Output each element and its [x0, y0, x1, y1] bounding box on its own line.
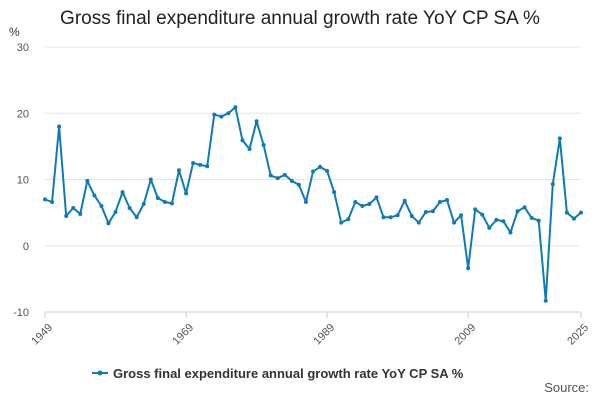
x-tick-label: 1969 [170, 322, 196, 348]
data-point [282, 172, 287, 177]
data-point [162, 200, 167, 205]
data-point [353, 200, 358, 205]
data-point [198, 162, 203, 167]
data-point [169, 201, 174, 206]
data-point [120, 190, 125, 195]
data-point [388, 215, 393, 220]
data-point [113, 209, 118, 214]
y-tick-label: -10 [13, 307, 29, 319]
data-point [219, 114, 224, 119]
data-point [99, 204, 104, 208]
data-point [57, 124, 62, 129]
data-point [409, 213, 414, 218]
data-point [268, 173, 273, 178]
data-point [522, 205, 527, 210]
data-point [43, 197, 47, 202]
data-point [296, 182, 301, 187]
x-tick-label: 2025 [565, 322, 591, 348]
y-tick-label: 0 [23, 241, 29, 253]
data-point [106, 221, 111, 226]
data-point [536, 218, 541, 223]
gridlines [45, 46, 581, 313]
data-point [529, 215, 534, 220]
data-point [332, 190, 337, 195]
y-tick-label: 20 [17, 108, 29, 120]
x-axis: 1949 1969 1989 2009 2025 [29, 311, 591, 348]
data-point [445, 198, 449, 203]
data-point [247, 147, 252, 152]
data-point [374, 195, 379, 200]
legend-label: Gross final expenditure annual growth ra… [113, 366, 464, 381]
data-point [261, 143, 266, 148]
data-point [494, 217, 499, 222]
data-point [459, 213, 464, 218]
data-point [289, 178, 294, 183]
plot-area [43, 105, 583, 303]
data-point [501, 219, 506, 224]
data-point [423, 209, 428, 214]
data-point [275, 176, 280, 181]
data-point [311, 169, 315, 174]
y-axis-unit-label: % [9, 25, 20, 39]
y-axis: -10 0 10 20 30% [9, 25, 29, 319]
data-point [254, 119, 259, 124]
data-point [127, 205, 132, 210]
data-point [508, 230, 513, 235]
data-point [543, 298, 548, 303]
data-point [402, 198, 407, 203]
data-point [571, 216, 576, 221]
data-point [92, 193, 97, 198]
data-point [367, 202, 372, 207]
data-point [381, 215, 386, 220]
data-point [233, 105, 238, 110]
data-point [550, 182, 555, 187]
data-point [480, 212, 485, 217]
data-point [466, 266, 471, 271]
data-point [579, 210, 583, 215]
data-point [141, 202, 146, 207]
data-point [318, 164, 323, 169]
data-point [473, 207, 478, 212]
data-point [557, 136, 562, 141]
x-tick-label: 2009 [452, 322, 478, 348]
data-point [346, 217, 351, 222]
data-point [191, 160, 196, 165]
x-tick-label: 1989 [311, 322, 337, 348]
data-point [71, 205, 76, 210]
data-point [515, 209, 520, 214]
data-point [437, 200, 442, 205]
data-point [452, 220, 457, 225]
source-label[interactable]: Source: [544, 380, 589, 395]
data-point [360, 204, 365, 208]
data-point [148, 177, 153, 182]
data-point [487, 225, 492, 230]
data-point [226, 111, 231, 116]
data-point [50, 200, 55, 205]
data-point [85, 178, 90, 183]
data-point [64, 213, 69, 218]
data-point [395, 213, 400, 218]
series-line [44, 106, 582, 302]
legend-marker-icon [97, 370, 103, 376]
data-point [134, 215, 139, 220]
data-point [303, 200, 308, 205]
data-point [325, 168, 330, 173]
data-point [155, 196, 160, 201]
data-point [240, 138, 245, 143]
data-point [78, 211, 83, 216]
chart-title: Gross final expenditure annual growth ra… [60, 8, 540, 29]
data-point [430, 209, 435, 214]
data-point [205, 164, 210, 169]
y-tick-label: 10 [17, 175, 29, 187]
data-point [339, 220, 344, 225]
x-tick-label: 1949 [29, 322, 55, 348]
data-point [564, 210, 569, 215]
data-point [212, 112, 217, 117]
data-point [184, 191, 189, 196]
legend[interactable]: Gross final expenditure annual growth ra… [92, 366, 464, 381]
data-point [416, 220, 421, 225]
data-point [177, 168, 181, 173]
y-tick-label: 30 [17, 42, 29, 54]
